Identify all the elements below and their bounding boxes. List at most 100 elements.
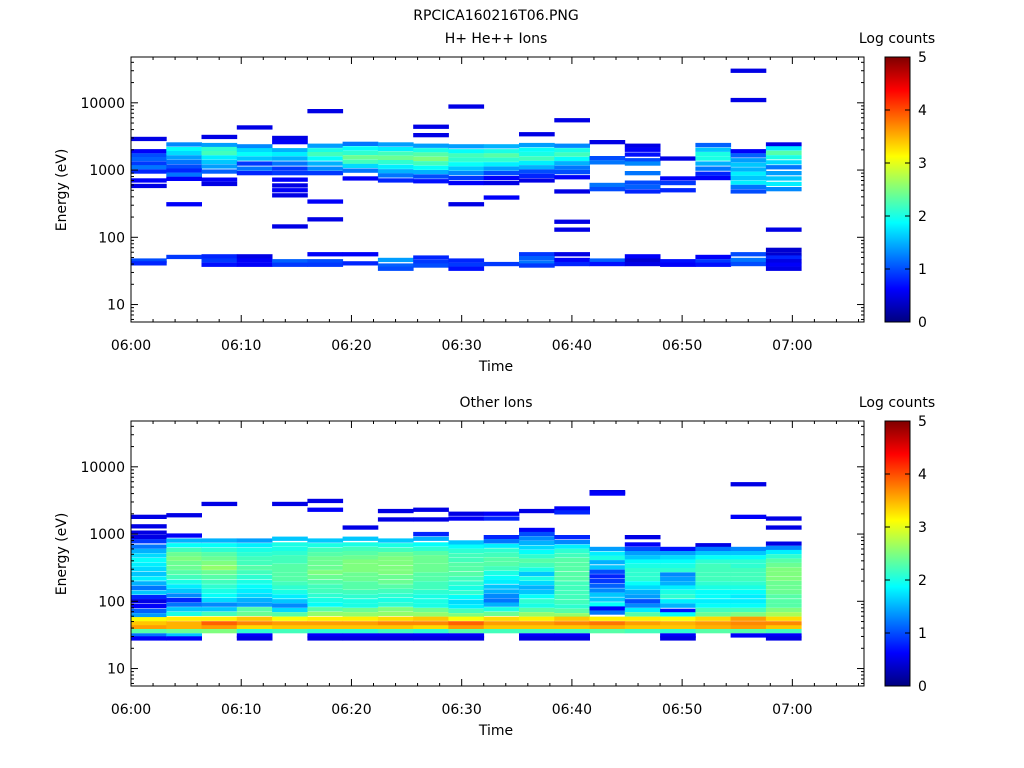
heatmap-cell	[519, 147, 555, 152]
heatmap-cell	[413, 559, 449, 564]
heatmap-cell	[554, 152, 590, 157]
heatmap-cell	[272, 224, 308, 229]
heatmap-cell	[448, 636, 485, 641]
heatmap-cell	[342, 141, 379, 146]
heatmap-cell	[377, 146, 414, 152]
heatmap-cell	[307, 579, 344, 584]
heatmap-cell	[201, 547, 238, 553]
heatmap-cell	[272, 183, 308, 188]
heatmap-cell	[272, 589, 308, 595]
heatmap-cell	[413, 124, 449, 129]
heatmap-cell	[730, 594, 767, 599]
heatmap-cell	[730, 514, 767, 519]
heatmap-cell	[695, 555, 732, 560]
panel-title: H+ He++ Ions	[445, 31, 548, 47]
heatmap-cell	[483, 584, 520, 589]
heatmap-cell	[519, 260, 555, 265]
heatmap-cell	[624, 568, 661, 573]
heatmap-cell	[166, 611, 202, 616]
y-tick-label: 10000	[80, 460, 125, 476]
heatmap-cell	[166, 547, 202, 553]
heatmap-cell	[413, 174, 449, 179]
heatmap-cell	[448, 544, 485, 549]
y-tick-label: 10	[107, 662, 125, 678]
heatmap-cell	[765, 255, 802, 260]
y-tick-label: 10000	[80, 96, 125, 112]
heatmap-cell	[236, 148, 273, 153]
heatmap-cell	[624, 143, 661, 148]
heatmap-cell	[377, 588, 414, 593]
heatmap-cell	[765, 585, 802, 590]
heatmap-cell	[448, 616, 485, 621]
heatmap-cell	[413, 568, 449, 573]
heatmap-cell	[272, 616, 308, 621]
heatmap-cell	[307, 161, 344, 166]
heatmap-cell	[166, 151, 202, 156]
heatmap-cell	[272, 555, 308, 560]
heatmap-cell	[272, 594, 308, 599]
heatmap-cell	[695, 568, 732, 573]
heatmap-cell	[413, 563, 449, 569]
heatmap-cell	[272, 188, 308, 193]
heatmap-cell	[272, 177, 308, 182]
heatmap-cell	[660, 259, 696, 264]
heatmap-cell	[377, 556, 414, 561]
heatmap-cell	[413, 551, 449, 556]
heatmap-cell	[519, 549, 555, 555]
heatmap-cell	[624, 171, 661, 176]
heatmap-cell	[166, 142, 202, 147]
heatmap-cell	[413, 263, 449, 268]
heatmap-cell	[272, 152, 308, 157]
heatmap-cell	[624, 581, 661, 586]
heatmap-cell	[342, 563, 379, 569]
heatmap-cell	[413, 507, 449, 512]
heatmap-cell	[307, 148, 344, 153]
heatmap-cell	[307, 547, 344, 553]
heatmap-cell	[131, 633, 167, 638]
heatmap-cell	[765, 266, 802, 271]
heatmap-cell	[519, 545, 555, 550]
heatmap-cell	[660, 581, 696, 586]
plot-frame	[130, 420, 865, 687]
heatmap-cell	[131, 261, 167, 266]
heatmap-cell	[554, 219, 590, 224]
heatmap-cell	[131, 539, 167, 544]
heatmap-cell	[131, 165, 167, 170]
heatmap-cell	[660, 612, 696, 617]
heatmap-cell	[554, 576, 590, 581]
heatmap-cell	[448, 613, 485, 618]
heatmap-cell	[166, 560, 202, 566]
heatmap-cell	[554, 165, 590, 170]
heatmap-cell	[624, 599, 661, 604]
heatmap-cell	[236, 171, 273, 176]
x-tick-label: 06:00	[111, 702, 151, 718]
heatmap-cell	[377, 593, 414, 598]
heatmap-cell	[377, 160, 414, 165]
heatmap-cell	[730, 261, 767, 267]
heatmap-cell	[377, 565, 414, 570]
heatmap-cell	[660, 156, 696, 161]
heatmap-cell	[483, 261, 520, 267]
heatmap-cell	[730, 189, 767, 194]
heatmap-cell	[166, 602, 202, 607]
heatmap-cell	[765, 580, 802, 586]
heatmap-cell	[730, 546, 767, 552]
heatmap-cell	[483, 621, 520, 626]
heatmap-cell	[589, 625, 626, 630]
heatmap-cell	[660, 176, 696, 181]
heatmap-cell	[519, 558, 555, 563]
heatmap-cell	[342, 542, 379, 547]
heatmap-cell	[519, 607, 555, 613]
heatmap-cell	[236, 144, 273, 149]
heatmap-cell	[519, 636, 555, 641]
colorbar-gradient	[884, 56, 911, 323]
heatmap-cell	[166, 513, 202, 518]
heatmap-cell	[624, 625, 661, 630]
heatmap-cell	[342, 594, 379, 599]
heatmap-cell	[730, 153, 767, 158]
heatmap-cell	[236, 607, 273, 612]
heatmap-cell	[377, 173, 414, 178]
heatmap-cell	[483, 157, 520, 162]
colorbar: Log counts 0 1 2 3 4 5	[859, 31, 935, 331]
heatmap-cell	[765, 545, 802, 551]
